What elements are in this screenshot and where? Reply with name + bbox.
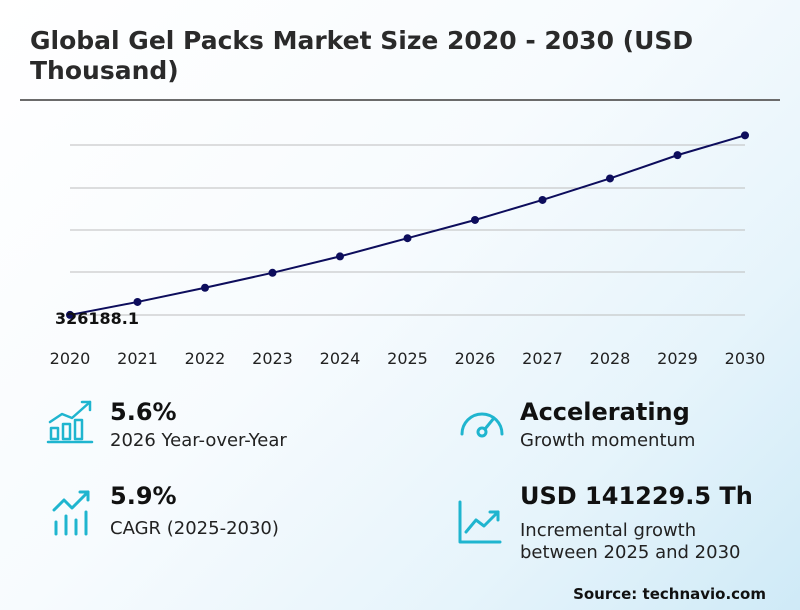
data-point-2029: [673, 151, 682, 160]
stat-cagr-label: CAGR (2025-2030): [110, 518, 279, 539]
trend-line-icon: [52, 490, 90, 536]
stat-yoy: 5.6% 2026 Year-over-Year: [110, 398, 287, 452]
series-line: [69, 134, 746, 316]
stat-cagr-value: 5.9%: [110, 482, 177, 510]
stat-incremental-label-1: Incremental growth: [520, 520, 697, 541]
stat-cagr: 5.9% CAGR (2025-2030): [110, 482, 279, 540]
x-tick-label-2026: 2026: [455, 349, 496, 368]
data-point-2021: [133, 297, 142, 306]
x-tick-label-2025: 2025: [387, 349, 428, 368]
data-point-2030: [741, 131, 749, 140]
stat-momentum-label: Growth momentum: [520, 430, 696, 451]
data-point-2027: [538, 195, 547, 204]
first-value-label: 326188.1: [55, 309, 139, 328]
x-tick-label-2023: 2023: [252, 349, 293, 368]
bar-chart-growth-icon: [46, 400, 94, 444]
x-tick-label-2028: 2028: [590, 349, 631, 368]
data-point-2024: [336, 252, 344, 261]
title-divider: [20, 99, 780, 101]
data-point-2020: [66, 310, 74, 319]
data-point-2028: [606, 174, 614, 183]
x-tick-label-2020: 2020: [50, 349, 91, 368]
gridlines: [70, 144, 745, 316]
data-point-2023: [268, 268, 277, 277]
series-path: [69, 134, 746, 316]
x-tick-label-2027: 2027: [522, 349, 563, 368]
stat-incremental-label-2: between 2025 and 2030: [520, 542, 741, 563]
stat-incremental-value: USD 141229.5 Th: [520, 482, 753, 510]
x-tick-label-2021: 2021: [117, 349, 158, 368]
growth-chart-icon: [458, 500, 502, 544]
data-point-2025: [403, 234, 412, 243]
data-point-2022: [201, 283, 209, 292]
stat-yoy-label: 2026 Year-over-Year: [110, 430, 287, 451]
stat-momentum-value: Accelerating: [520, 398, 690, 426]
gauge-icon: [460, 412, 504, 438]
chart-title: Global Gel Packs Market Size 2020 - 2030…: [30, 26, 694, 85]
stat-yoy-value: 5.6%: [110, 398, 177, 426]
x-tick-label-2030: 2030: [725, 349, 766, 368]
x-tick-labels: 2020 2021 2022 2023 2024 2025 2026 2027 2028 2029…: [50, 349, 766, 368]
data-points: [66, 131, 749, 319]
line-chart: 2020 2021 2022 2023 2024 2025 2026 2027 2028 2029…: [50, 131, 766, 368]
source-credit: Source: technavio.com: [573, 585, 766, 603]
data-point-2026: [471, 215, 479, 224]
x-tick-label-2029: 2029: [657, 349, 698, 368]
x-tick-label-2024: 2024: [320, 349, 361, 368]
stat-momentum: Accelerating Growth momentum: [520, 398, 695, 452]
x-tick-label-2022: 2022: [185, 349, 226, 368]
stat-incremental: USD 141229.5 Th Incremental growth betwe…: [520, 482, 753, 564]
